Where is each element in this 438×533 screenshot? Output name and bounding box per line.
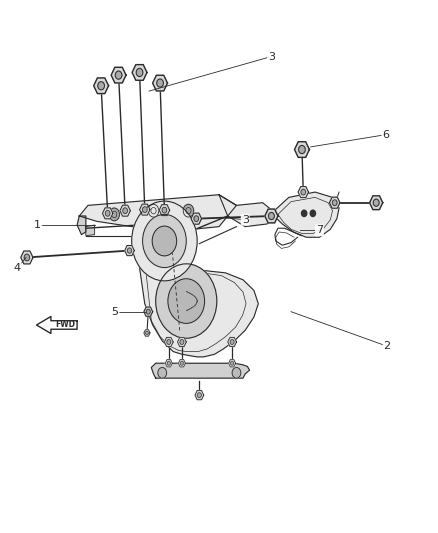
Circle shape <box>136 68 143 77</box>
Circle shape <box>373 199 379 206</box>
Circle shape <box>180 340 184 344</box>
Text: 4: 4 <box>14 263 21 273</box>
Text: FWD: FWD <box>55 320 75 329</box>
Text: 2: 2 <box>384 341 391 351</box>
Polygon shape <box>151 364 250 378</box>
Polygon shape <box>178 360 185 367</box>
Polygon shape <box>152 75 167 91</box>
Polygon shape <box>159 205 170 216</box>
Circle shape <box>299 146 305 154</box>
Polygon shape <box>329 197 340 208</box>
Circle shape <box>268 213 274 220</box>
Polygon shape <box>298 187 308 198</box>
Polygon shape <box>229 360 236 367</box>
Circle shape <box>230 361 233 365</box>
Circle shape <box>123 208 127 214</box>
Polygon shape <box>195 391 204 400</box>
Polygon shape <box>191 213 201 224</box>
Circle shape <box>194 216 199 222</box>
Polygon shape <box>21 251 33 264</box>
Text: 5: 5 <box>112 306 119 317</box>
Circle shape <box>167 361 170 365</box>
Circle shape <box>142 207 147 213</box>
Polygon shape <box>177 337 186 346</box>
Polygon shape <box>77 216 86 235</box>
Polygon shape <box>79 195 237 229</box>
Circle shape <box>180 361 184 365</box>
Text: 1: 1 <box>34 220 41 230</box>
Polygon shape <box>111 67 126 83</box>
Polygon shape <box>265 209 278 223</box>
Polygon shape <box>228 337 237 346</box>
Polygon shape <box>144 330 150 336</box>
Polygon shape <box>140 204 150 215</box>
Polygon shape <box>164 337 173 346</box>
Circle shape <box>98 82 104 90</box>
Circle shape <box>162 207 167 213</box>
Circle shape <box>143 214 186 268</box>
Circle shape <box>148 204 159 217</box>
Circle shape <box>24 254 30 261</box>
Circle shape <box>155 264 217 338</box>
Polygon shape <box>94 78 109 94</box>
Circle shape <box>198 393 201 398</box>
Circle shape <box>146 309 150 314</box>
Circle shape <box>152 226 177 256</box>
Circle shape <box>310 210 315 216</box>
Polygon shape <box>144 307 152 316</box>
Polygon shape <box>165 360 172 367</box>
Polygon shape <box>219 195 276 227</box>
Circle shape <box>167 340 171 344</box>
Circle shape <box>183 204 194 217</box>
Circle shape <box>145 332 148 335</box>
Text: 3: 3 <box>268 52 275 61</box>
Circle shape <box>230 340 234 344</box>
Polygon shape <box>120 205 131 216</box>
Circle shape <box>158 368 166 378</box>
Circle shape <box>127 248 132 253</box>
Polygon shape <box>132 64 147 80</box>
Circle shape <box>301 210 307 216</box>
Polygon shape <box>102 208 113 219</box>
Text: 3: 3 <box>242 215 249 225</box>
Polygon shape <box>125 246 134 256</box>
Circle shape <box>301 189 306 195</box>
Text: 7: 7 <box>316 225 323 236</box>
Polygon shape <box>36 317 77 334</box>
Circle shape <box>157 79 163 87</box>
Polygon shape <box>86 225 95 236</box>
Polygon shape <box>272 192 339 237</box>
Polygon shape <box>294 142 309 157</box>
Circle shape <box>232 368 241 378</box>
Polygon shape <box>370 196 383 209</box>
Circle shape <box>115 71 122 79</box>
Circle shape <box>168 279 205 324</box>
Polygon shape <box>138 259 258 357</box>
Circle shape <box>332 200 337 206</box>
Circle shape <box>105 211 110 216</box>
Text: 6: 6 <box>382 130 389 140</box>
Circle shape <box>132 201 197 281</box>
Circle shape <box>109 208 120 221</box>
